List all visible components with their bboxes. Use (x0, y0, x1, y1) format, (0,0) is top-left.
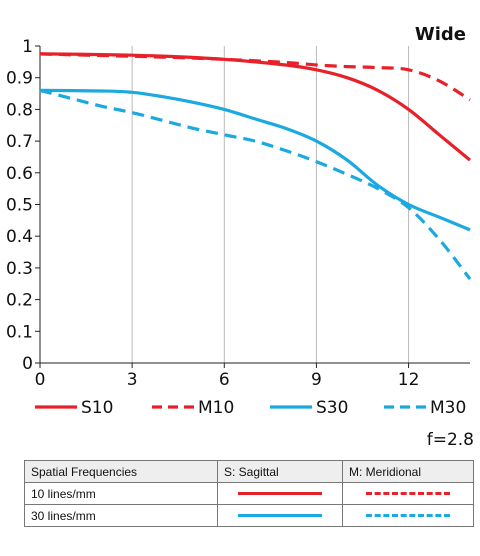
x-tick-label: 0 (35, 370, 46, 390)
y-tick-label: 0.1 (6, 322, 33, 342)
key-row-30: 30 lines/mm (24, 504, 474, 527)
series (39, 52, 472, 280)
y-tick-label: 0.9 (6, 69, 33, 89)
grid (131, 46, 410, 363)
key-row-label: 10 lines/mm (24, 482, 218, 505)
header-sagittal: S: Sagittal (217, 460, 343, 483)
swatch-s30 (217, 504, 343, 527)
y-tick-label: 0.5 (6, 196, 33, 216)
y-tick-label: 0.2 (6, 291, 33, 311)
y-tick-label: 0.8 (6, 100, 33, 120)
x-tick-label: 3 (127, 370, 138, 390)
tick-labels: 0 0.1 0.2 0.3 0.4 0.5 0.6 0.7 0.8 0.9 1 0 3 6 9 12 (6, 37, 419, 390)
key-row-label: 30 lines/mm (24, 504, 218, 527)
mtf-chart: 0 0.1 0.2 0.3 0.4 0.5 0.6 0.7 0.8 0.9 1 0 3 6 9 12 Wide… (6, 24, 472, 418)
legend-label-s10: S10 (81, 398, 113, 418)
chart-title: Wide (415, 24, 466, 45)
y-tick-label: 0.6 (6, 164, 33, 184)
header-spatial-frequencies: Spatial Frequencies (24, 460, 218, 483)
x-tick-label: 9 (311, 370, 322, 390)
legend-label-m30: M30 (430, 398, 466, 418)
series-line-m30 (39, 88, 472, 280)
legend: S10 M10 S30 M30 (35, 398, 466, 418)
series-line-m10 (39, 52, 471, 102)
header-meridional: M: Meridional (342, 460, 474, 483)
key-header-row: Spatial Frequencies S: Sagittal M: Merid… (24, 460, 474, 483)
x-tick-label: 6 (219, 370, 230, 390)
legend-label-m10: M10 (198, 398, 234, 418)
key-row-10: 10 lines/mm (24, 482, 474, 505)
series-line-s30 (39, 88, 471, 232)
swatch-m30 (342, 504, 474, 527)
y-tick-label: 0.4 (6, 227, 33, 247)
y-tick-label: 1 (22, 37, 33, 57)
y-tick-label: 0.7 (6, 132, 33, 152)
legend-label-s30: S30 (316, 398, 348, 418)
frequency-key-table: Spatial Frequencies S: Sagittal M: Merid… (24, 460, 474, 527)
swatch-m10 (342, 482, 474, 505)
y-tick-label: 0 (22, 354, 33, 374)
x-tick-label: 12 (398, 370, 420, 390)
aperture-label: f=2.8 (426, 430, 474, 450)
swatch-s10 (217, 482, 343, 505)
y-tick-label: 0.3 (6, 259, 33, 279)
